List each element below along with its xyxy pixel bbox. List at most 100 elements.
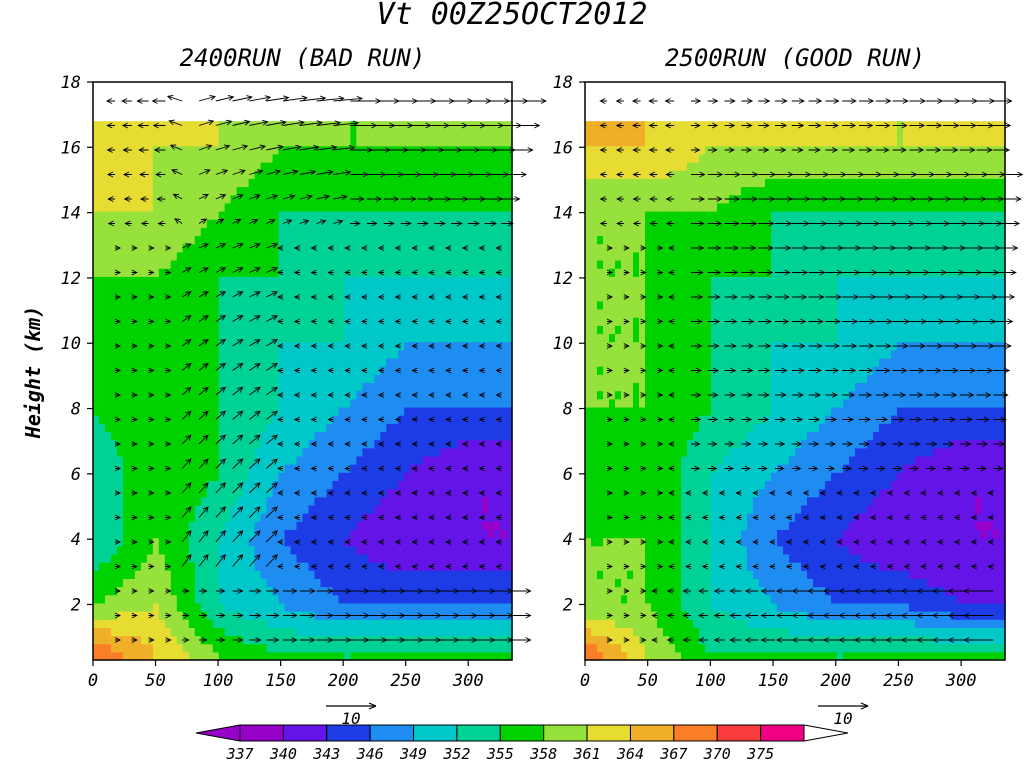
field-cell: [452, 382, 459, 392]
field-cell: [266, 594, 274, 604]
field-cell: [194, 594, 202, 604]
field-cell: [422, 137, 429, 147]
field-cell: [284, 619, 292, 628]
wind-vector: [232, 362, 244, 371]
field-cell: [326, 545, 334, 555]
field-cell: [284, 455, 292, 465]
field-cell: [182, 341, 190, 351]
field-cell: [362, 129, 369, 139]
field-cell: [218, 227, 226, 237]
field-cell: [104, 333, 112, 343]
field-cell: [476, 643, 483, 653]
field-cell: [110, 553, 118, 563]
field-cell: [344, 406, 351, 416]
field-cell: [278, 627, 286, 637]
field-cell: [314, 317, 322, 326]
field-cell: [272, 284, 280, 294]
field-cell: [128, 423, 136, 433]
field-cell: [200, 594, 208, 604]
field-cell: [200, 137, 208, 147]
field-cell: [278, 276, 286, 286]
field-cell: [302, 594, 310, 604]
field-cell: [506, 529, 513, 539]
field-cell: [242, 447, 250, 457]
field-cell: [158, 137, 166, 147]
field-cell: [290, 643, 298, 653]
field-cell: [158, 537, 166, 547]
field-cell: [260, 635, 268, 645]
field-cell: [422, 178, 429, 188]
wind-vector: [181, 434, 192, 445]
wind-vector: [165, 465, 172, 472]
field-cell: [344, 374, 351, 384]
field-cell: [158, 439, 166, 449]
field-cell: [140, 251, 148, 261]
field-cell: [422, 594, 429, 604]
field-cell: [434, 308, 441, 318]
field-cell: [218, 488, 226, 498]
field-cell: [146, 545, 154, 555]
field-cell: [116, 504, 124, 514]
wind-vector: [114, 441, 122, 447]
wind-vector: [232, 482, 244, 494]
field-cell: [332, 333, 340, 343]
wind-vector: [131, 612, 138, 619]
field-cell: [440, 594, 447, 604]
field-cell: [464, 496, 471, 506]
wind-vector: [114, 514, 122, 521]
field-cell: [482, 325, 489, 335]
field-cell: [296, 137, 304, 147]
wind-vector: [377, 465, 385, 472]
field-cell: [476, 325, 483, 335]
field-cell: [308, 121, 316, 130]
wind-vector: [360, 539, 368, 545]
field-cell: [254, 243, 262, 253]
wind-vector: [293, 416, 301, 423]
field-cell: [428, 251, 435, 261]
field-cell: [93, 219, 100, 228]
field-cell: [458, 268, 465, 277]
field-cell: [422, 129, 429, 139]
field-cell: [392, 455, 399, 465]
wind-vector: [114, 563, 122, 570]
field-cell: [242, 480, 250, 490]
field-cell: [494, 251, 501, 261]
field-cell: [374, 235, 381, 245]
field-cell: [272, 619, 280, 628]
field-cell: [93, 251, 100, 261]
field-cell: [158, 431, 166, 441]
field-cell: [93, 537, 100, 547]
field-cell: [236, 153, 244, 163]
field-cell: [260, 219, 268, 228]
field-cell: [350, 513, 357, 522]
field-cell: [368, 578, 375, 588]
field-cell: [116, 619, 124, 628]
field-cell: [476, 153, 483, 163]
field-cell: [470, 439, 477, 449]
field-cell: [170, 635, 178, 645]
wind-vector: [461, 441, 469, 447]
field-cell: [380, 137, 387, 147]
field-cell: [104, 464, 112, 473]
field-cell: [272, 276, 280, 286]
field-cell: [158, 570, 166, 579]
field-cell: [104, 521, 112, 530]
field-cell: [422, 341, 429, 351]
field-cell: [350, 366, 357, 375]
field-cell: [200, 562, 208, 571]
field-cell: [392, 594, 399, 604]
field-cell: [176, 480, 184, 490]
field-cell: [200, 317, 208, 326]
field-cell: [116, 210, 124, 220]
field-cell: [170, 308, 178, 318]
field-cell: [422, 227, 429, 237]
field-cell: [398, 284, 405, 294]
field-cell: [230, 374, 238, 384]
field-cell: [200, 570, 208, 579]
field-cell: [434, 602, 441, 612]
field-cell: [470, 178, 477, 188]
field-cell: [230, 317, 238, 326]
field-cell: [368, 415, 375, 424]
wind-vector: [148, 539, 155, 545]
field-cell: [188, 137, 196, 147]
